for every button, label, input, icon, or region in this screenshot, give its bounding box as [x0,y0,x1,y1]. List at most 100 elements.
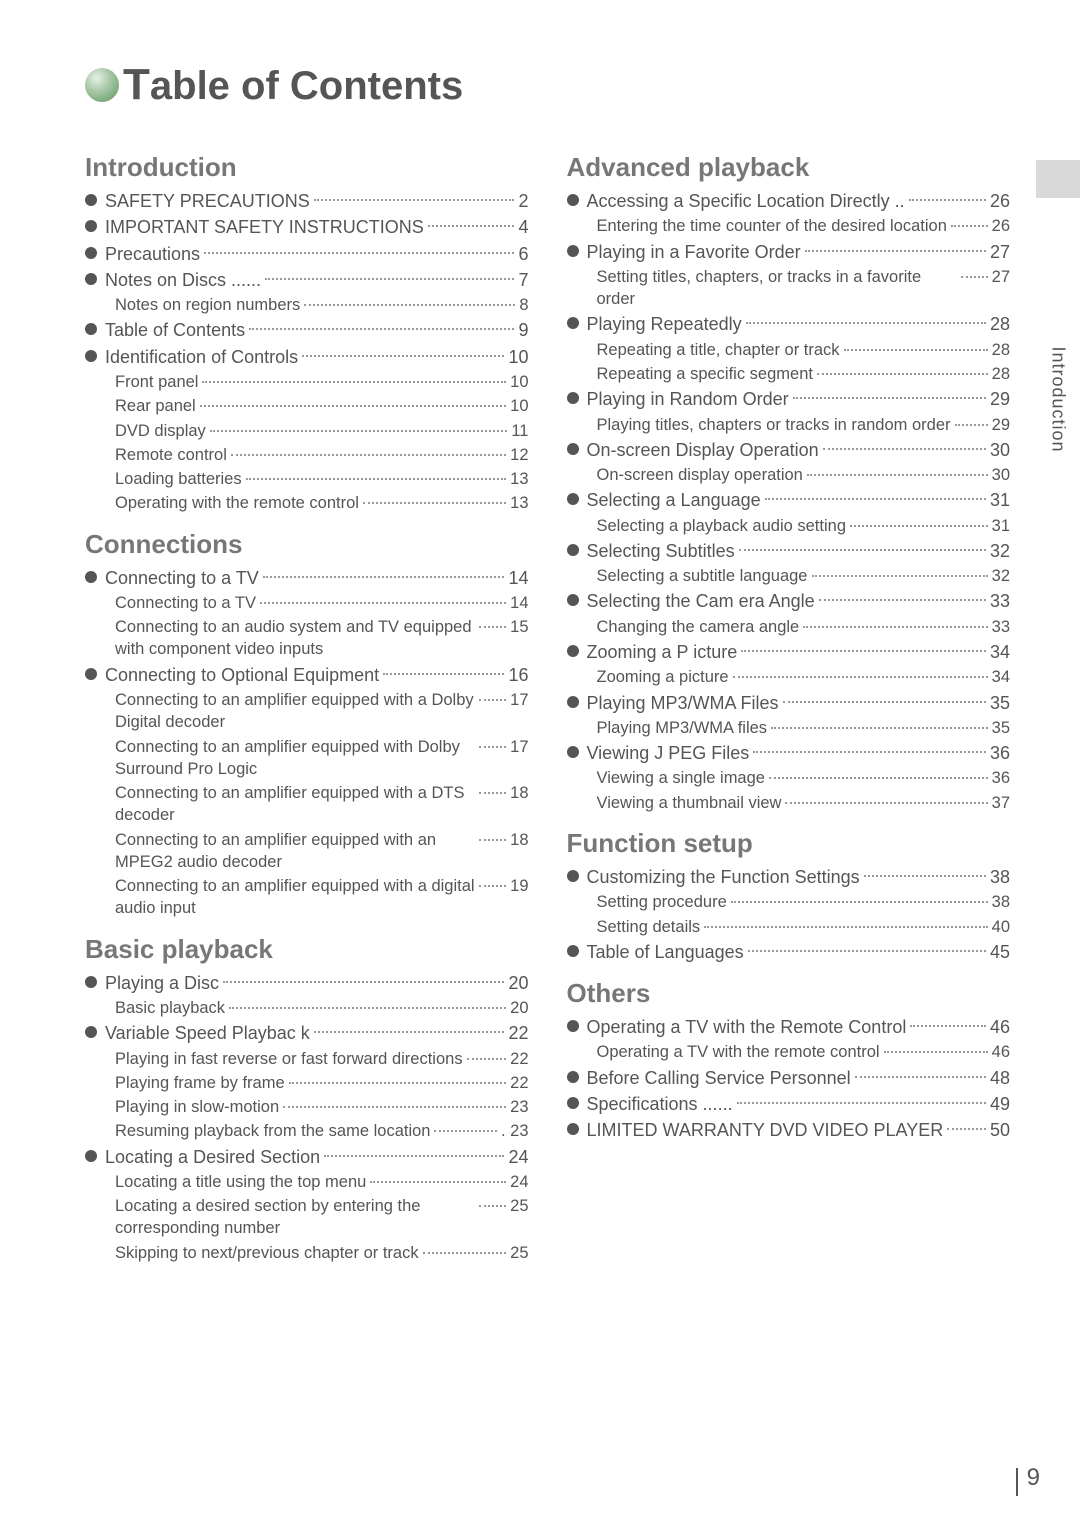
toc-entry-label: Loading batteries [115,468,242,490]
toc-entry-label: Playing in Random Order [567,387,789,411]
toc-leader-dots [951,215,988,227]
toc-leader-dots [844,339,988,351]
toc-entry-label: Setting details [597,916,701,938]
toc-leader-dots [769,767,988,779]
toc-leader-dots [229,997,506,1009]
toc-entry: Zooming a P icture 34 [567,640,1011,664]
toc-entry-text: Playing Repeatedly [587,312,742,336]
toc-entry: LIMITED WARRANTY DVD VIDEO PLAYER50 [567,1118,1011,1142]
toc-leader-dots [434,1120,496,1132]
toc-entry-page: 34 [992,666,1010,688]
toc-entry-label: Connecting to an amplifier equipped with… [115,736,475,781]
toc-leader-dots [479,782,506,794]
toc-leader-dots [961,266,988,278]
toc-entry-text: Connecting to Optional Equipment [105,663,379,687]
toc-entry-label: Entering the time counter of the desired… [597,215,947,237]
toc-entry-page: 46 [990,1015,1010,1039]
bullet-icon [85,1026,97,1038]
toc-entry: Zooming a picture34 [597,666,1011,688]
toc-entry-page: 31 [992,515,1010,537]
toc-leader-dots [479,616,506,628]
toc-entry-page: 20 [508,971,528,995]
toc-entry-text: SAFETY PRECAUTIONS [105,189,310,213]
toc-leader-dots [803,616,987,628]
toc-leader-dots [423,1242,507,1254]
toc-entry-text: Zooming a P icture [587,640,738,664]
toc-entry-label: LIMITED WARRANTY DVD VIDEO PLAYER [567,1118,944,1142]
toc-entry-page: 11 [511,420,528,442]
toc-entry-label: Table of Languages [567,940,744,964]
bullet-icon [567,696,579,708]
toc-entry: Setting titles, chapters, or tracks in a… [597,266,1011,311]
toc-entry-text: Accessing a Specific Location Directly .… [587,189,905,213]
toc-entry-page: 34 [990,640,1010,664]
toc-entry: On-screen Display Operation30 [567,438,1011,462]
toc-entry-label: Zooming a P icture [567,640,738,664]
toc-entry: Playing frame by frame22 [115,1072,529,1094]
bullet-icon [567,544,579,556]
title-prefix: T [123,60,150,109]
toc-entry: Connecting to an amplifier equipped with… [115,875,529,920]
toc-leader-dots [765,488,986,500]
page-number-bar [1016,1468,1018,1496]
toc-entry-label: Front panel [115,371,198,393]
side-tab-marker [1036,160,1080,198]
toc-entry-text: Specifications ...... [587,1092,733,1116]
toc-entry: Playing a Disc 20 [85,971,529,995]
toc-leader-dots [263,566,505,578]
toc-entry-page: 26 [992,215,1010,237]
toc-entry: Variable Speed Playbac k22 [85,1021,529,1045]
toc-entry: Notes on region numbers8 [115,294,529,316]
bullet-icon [85,194,97,206]
toc-entry-label: Locating a title using the top menu [115,1171,366,1193]
toc-entry-page: 48 [990,1066,1010,1090]
toc-leader-dots [314,189,515,201]
toc-leader-dots [428,215,515,227]
toc-entry-page: 29 [992,414,1010,436]
toc-entry: Connecting to a TV14 [115,592,529,614]
toc-entry-page: 36 [992,767,1010,789]
toc-entry-label: Connecting to an amplifier equipped with… [115,875,475,920]
toc-entry-label: Selecting Subtitles [567,539,735,563]
toc-entry-page: 7 [518,268,528,292]
toc-entry: Notes on Discs ......7 [85,268,529,292]
toc-entry-page: 17 [510,689,528,711]
bullet-icon [567,493,579,505]
toc-entry-page: 18 [510,829,528,851]
toc-entry-label: Playing MP3/WMA files [597,717,768,739]
bullet-icon [85,350,97,362]
toc-entry-page: 16 [508,663,528,687]
toc-entry-text: Playing a Disc [105,971,219,995]
toc-leader-dots [704,916,987,928]
toc-entry-text: Precautions [105,242,200,266]
toc-entry: Selecting a subtitle language32 [597,565,1011,587]
toc-entry-text: Customizing the Function Settings [587,865,860,889]
toc-entry-text: Playing in Random Order [587,387,789,411]
toc-entry: Playing in slow-motion23 [115,1096,529,1118]
bullet-icon [567,1020,579,1032]
toc-entry-text: Selecting Subtitles [587,539,735,563]
toc-entry-label: Playing a Disc [85,971,219,995]
toc-entry-text: Playing MP3/WMA Files [587,691,779,715]
bullet-icon [567,945,579,957]
toc-entry-label: Viewing a single image [597,767,765,789]
toc-entry-label: Customizing the Function Settings [567,865,860,889]
toc-leader-dots [731,891,988,903]
toc-entry-text: Variable Speed Playbac k [105,1021,310,1045]
bullet-icon [567,594,579,606]
toc-leader-dots [753,741,986,753]
bullet-icon [567,1097,579,1109]
toc-entry: Viewing a single image 36 [597,767,1011,789]
toc-entry: Selecting the Cam era Angle33 [567,589,1011,613]
toc-entry-label: Accessing a Specific Location Directly .… [567,189,905,213]
toc-entry-text: Viewing J PEG Files [587,741,750,765]
toc-leader-dots [260,592,506,604]
toc-entry-page: 18 [510,782,528,804]
bullet-icon [85,220,97,232]
toc-leader-dots [223,971,504,983]
toc-leader-dots [947,1118,986,1130]
toc-entry: Operating a TV with the remote control46 [597,1041,1011,1063]
toc-entry-page: 17 [510,736,528,758]
toc-entry: Repeating a specific segment28 [597,363,1011,385]
bullet-icon [567,443,579,455]
